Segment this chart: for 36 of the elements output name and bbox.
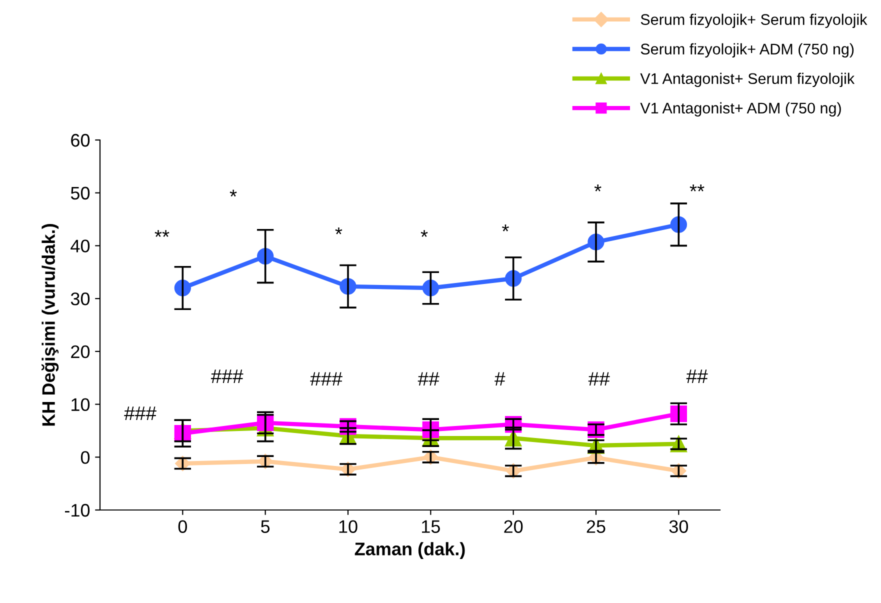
x-tick-label: 10 (339, 520, 358, 533)
legend-label: V1 Antagonist+ ADM (750 ng) (640, 102, 841, 117)
x-tick-label: 30 (669, 520, 688, 533)
point (670, 405, 687, 422)
annotation: ** (154, 230, 170, 237)
x-tick-label: 15 (422, 520, 440, 533)
y-tick-label: 50 (70, 186, 90, 200)
annotation: ### (124, 406, 156, 420)
annotation: ### (310, 372, 342, 386)
y-tick-label: -10 (64, 504, 90, 517)
annotation: ### (210, 370, 244, 383)
x-tick-label: 25 (586, 520, 606, 533)
annotation: ## (588, 372, 610, 386)
y-tick-label: 40 (70, 240, 90, 252)
y-tick-label: 20 (71, 345, 90, 358)
y-tick-label: 10 (72, 398, 90, 412)
legend-label: Serum fizyolojik+ ADM (750 ng) (640, 43, 854, 58)
y-axis-title: KH Değişimi (vuru/dak.) (42, 224, 59, 426)
y-tick-label: 30 (70, 292, 90, 306)
legend-label: V1 Antagonist+ Serum fizyolojik (640, 72, 855, 88)
annotation: * (420, 230, 428, 237)
x-tick-label: 5 (261, 520, 270, 533)
annotation: * (594, 184, 602, 192)
annotation: * (502, 224, 509, 232)
annotation: * (230, 190, 237, 197)
x-tick-label: 0 (178, 520, 187, 533)
legend-label: Serum fizyolojik+ Serum fizyolojik (640, 14, 868, 28)
annotation: ## (686, 370, 708, 383)
x-tick-label: 20 (504, 520, 523, 533)
y-tick-label: 60 (71, 134, 90, 147)
x-axis-title: Zaman (dak.) (354, 542, 465, 559)
y-tick-label: 0 (80, 451, 90, 464)
annotation: ** (690, 184, 704, 192)
annotation: # (494, 372, 506, 386)
annotation: ## (418, 372, 440, 386)
annotation: * (335, 227, 342, 234)
